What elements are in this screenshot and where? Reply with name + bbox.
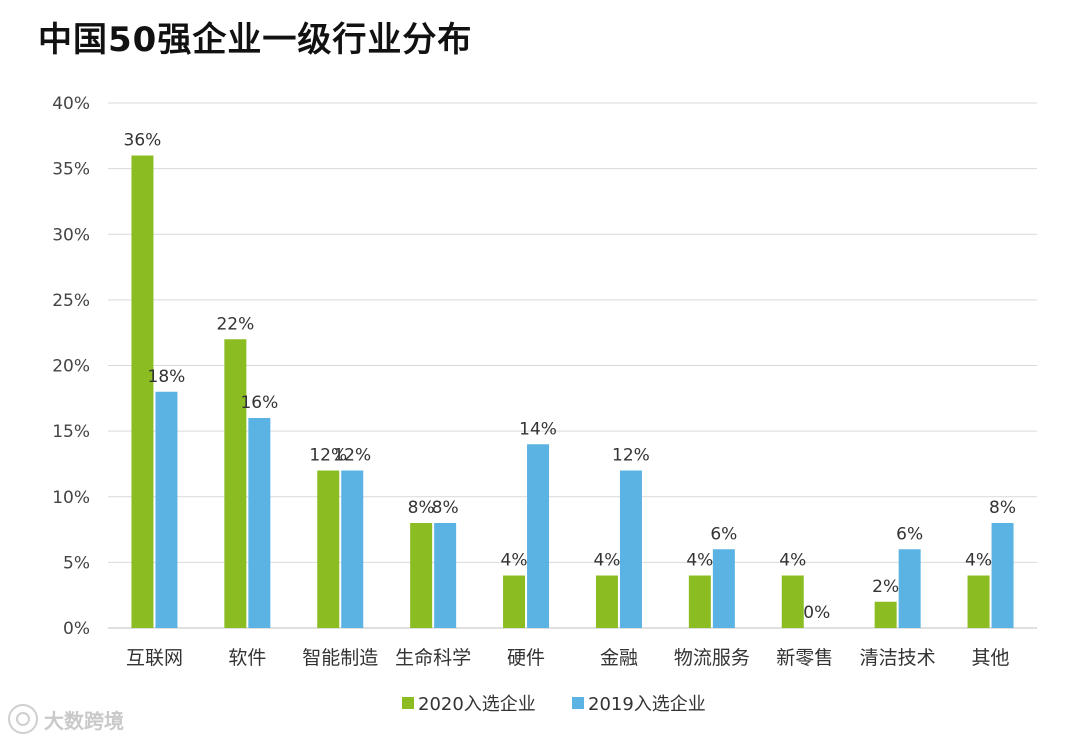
legend-swatch bbox=[572, 697, 584, 709]
y-tick-label: 15% bbox=[52, 422, 90, 442]
data-label: 4% bbox=[779, 551, 806, 571]
data-label: 12% bbox=[612, 446, 650, 466]
bar bbox=[527, 444, 550, 628]
data-label: 22% bbox=[216, 314, 254, 334]
legend-label: 2019入选企业 bbox=[588, 694, 706, 715]
data-label: 4% bbox=[686, 551, 713, 571]
x-tick-label: 新零售 bbox=[776, 647, 833, 669]
data-label: 2% bbox=[872, 577, 899, 597]
bar bbox=[155, 391, 178, 628]
legend-label: 2020入选企业 bbox=[418, 694, 536, 715]
data-label: 8% bbox=[432, 498, 459, 518]
y-tick-label: 10% bbox=[52, 488, 90, 508]
x-tick-label: 智能制造 bbox=[302, 647, 378, 669]
data-label: 6% bbox=[896, 524, 923, 544]
x-tick-label: 其他 bbox=[972, 647, 1010, 669]
bar bbox=[781, 575, 804, 628]
bar bbox=[434, 523, 457, 628]
x-tick-label: 生命科学 bbox=[395, 647, 471, 669]
watermark: 大数跨境 bbox=[8, 704, 124, 734]
bar bbox=[131, 155, 154, 628]
y-tick-label: 5% bbox=[63, 553, 90, 573]
data-label: 4% bbox=[501, 551, 528, 571]
data-label: 8% bbox=[989, 498, 1016, 518]
data-label: 12% bbox=[333, 446, 371, 466]
y-tick-label: 30% bbox=[52, 225, 90, 245]
bar bbox=[991, 523, 1014, 628]
watermark-text: 大数跨境 bbox=[44, 708, 124, 733]
bar bbox=[503, 575, 526, 628]
bar bbox=[712, 549, 735, 628]
x-tick-label: 硬件 bbox=[507, 647, 545, 669]
bar bbox=[248, 418, 271, 628]
bar bbox=[619, 470, 642, 628]
data-label: 18% bbox=[148, 367, 186, 387]
bar bbox=[967, 575, 990, 628]
legend-swatch bbox=[402, 697, 414, 709]
x-tick-label: 清洁技术 bbox=[860, 647, 936, 669]
data-label: 6% bbox=[710, 524, 737, 544]
y-tick-label: 35% bbox=[52, 160, 90, 180]
bar bbox=[317, 470, 340, 628]
x-tick-label: 软件 bbox=[228, 647, 266, 669]
data-label: 36% bbox=[124, 131, 162, 151]
data-label: 12% bbox=[309, 446, 347, 466]
bar bbox=[874, 601, 897, 628]
y-tick-label: 40% bbox=[52, 94, 90, 114]
data-label: 4% bbox=[965, 551, 992, 571]
x-tick-label: 物流服务 bbox=[674, 647, 750, 669]
data-label: 8% bbox=[408, 498, 435, 518]
bar bbox=[898, 549, 921, 628]
bar bbox=[688, 575, 711, 628]
data-label: 16% bbox=[240, 393, 278, 413]
x-tick-label: 互联网 bbox=[126, 647, 183, 669]
x-tick-label: 金融 bbox=[600, 647, 638, 669]
bar bbox=[224, 339, 247, 628]
data-label: 0% bbox=[803, 603, 830, 623]
chart-title: 中国50强企业一级行业分布 bbox=[38, 20, 473, 60]
bar bbox=[410, 523, 433, 628]
watermark-logo-icon bbox=[8, 704, 38, 734]
bar bbox=[595, 575, 618, 628]
bar bbox=[341, 470, 364, 628]
y-tick-label: 0% bbox=[63, 619, 90, 639]
data-label: 14% bbox=[519, 419, 557, 439]
data-label: 4% bbox=[593, 551, 620, 571]
y-tick-label: 25% bbox=[52, 291, 90, 311]
y-tick-label: 20% bbox=[52, 357, 90, 377]
